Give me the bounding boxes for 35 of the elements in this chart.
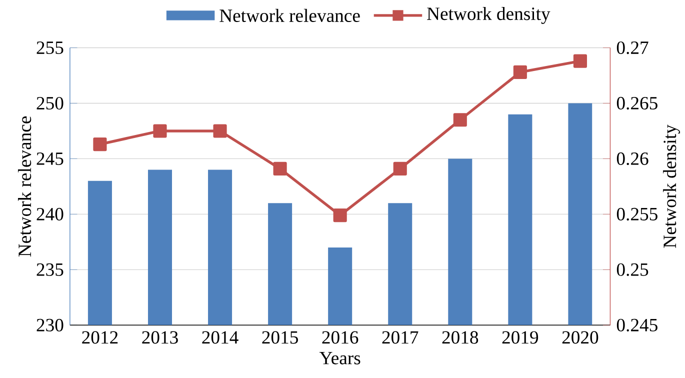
- legend-label: Network density: [427, 6, 550, 24]
- point: [273, 162, 287, 176]
- x-tick-label: 2014: [202, 331, 238, 344]
- point: [513, 65, 527, 79]
- point: [213, 124, 227, 138]
- y-tick-label: 250: [36, 96, 64, 110]
- y-tick-label: 245: [36, 152, 64, 165]
- x-tick-label: 2015: [262, 331, 298, 344]
- point: [453, 113, 467, 127]
- x-tick-label: 2016: [322, 331, 358, 344]
- y-tick-label: 230: [36, 318, 64, 332]
- x-tick-label: 2012: [82, 331, 118, 344]
- y2-tick-label: 0.265: [616, 96, 658, 110]
- x-tick-label: 2013: [142, 331, 178, 344]
- y-tick-label: 235: [36, 263, 64, 276]
- y2-axis-title: Network density: [663, 124, 680, 248]
- y-tick-label: 240: [36, 208, 64, 220]
- point: [93, 137, 107, 151]
- y2-tick-label: 0.25: [616, 263, 648, 276]
- x-axis-title: Years: [319, 352, 360, 364]
- point: [333, 208, 347, 222]
- y-axis-title: Network relevance: [18, 116, 32, 256]
- y2-tick-label: 0.27: [616, 41, 648, 54]
- point: [573, 54, 587, 68]
- x-tick-label: 2020: [562, 331, 598, 344]
- x-tick-label: 2019: [502, 331, 538, 344]
- x-tick-label: 2018: [442, 331, 478, 344]
- y-tick-label: 255: [36, 41, 64, 54]
- y2-tick-label: 0.26: [616, 152, 648, 165]
- x-tick-label: 2017: [382, 331, 418, 344]
- y2-tick-label: 0.245: [616, 318, 658, 332]
- y2-tick-label: 0.255: [616, 208, 658, 220]
- point: [153, 124, 167, 138]
- point: [393, 162, 407, 176]
- legend-label: Network relevance: [220, 8, 360, 22]
